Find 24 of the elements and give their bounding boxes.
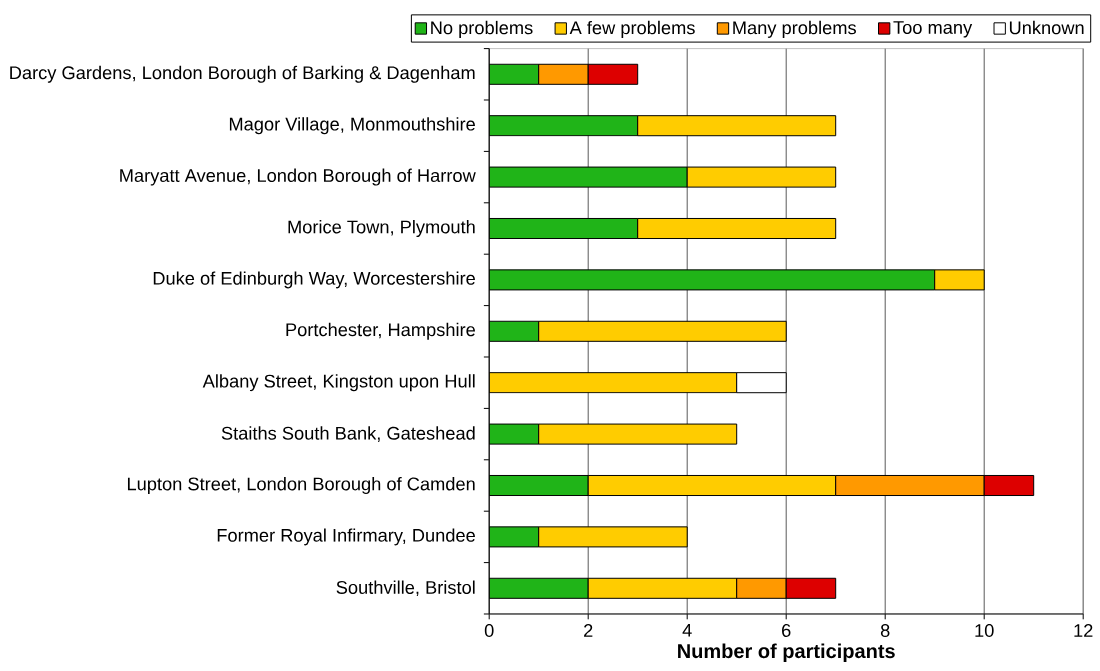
x-tick-label: 8 <box>880 624 890 637</box>
x-tick-label: 4 <box>682 624 692 637</box>
y-tick-label: Southville, Bristol <box>336 580 475 597</box>
x-tick-label: 10 <box>975 624 994 637</box>
y-tick-label: Portchester, Hampshire <box>286 322 475 340</box>
y-tick-label: Staiths South Bank, Gateshead <box>221 426 475 442</box>
y-tick-label: Darcy Gardens, London Borough of Barking & Dagenham <box>10 65 475 83</box>
y-tick-label: Morice Town, Plymouth <box>288 219 475 237</box>
legend-label: Many problems <box>733 20 856 38</box>
x-tick-label: 0 <box>484 624 494 637</box>
legend-label: Too many <box>893 21 973 38</box>
y-tick-label: Lupton Street, London Borough of Camden <box>127 476 475 494</box>
x-tick-label: 12 <box>1074 624 1093 637</box>
y-tick-label: Maryatt Avenue, London Borough of Harrow <box>120 168 476 186</box>
y-tick-label: Former Royal Infirmary, Dundee <box>217 528 475 546</box>
legend-label: No problems <box>431 20 533 38</box>
x-tick-label: 6 <box>782 624 791 637</box>
legend-label: A few problems <box>569 20 695 38</box>
legend-label: Unknown <box>1009 20 1084 35</box>
y-tick-label: Duke of Edinburgh Way, Worcestershire <box>153 271 475 289</box>
y-tick-label: Magor Village, Monmouthshire <box>229 117 475 135</box>
y-tick-label: Albany Street, Kingston upon Hull <box>202 374 475 392</box>
x-axis-title: Number of participants <box>678 643 895 663</box>
x-tick-label: 2 <box>584 624 593 637</box>
